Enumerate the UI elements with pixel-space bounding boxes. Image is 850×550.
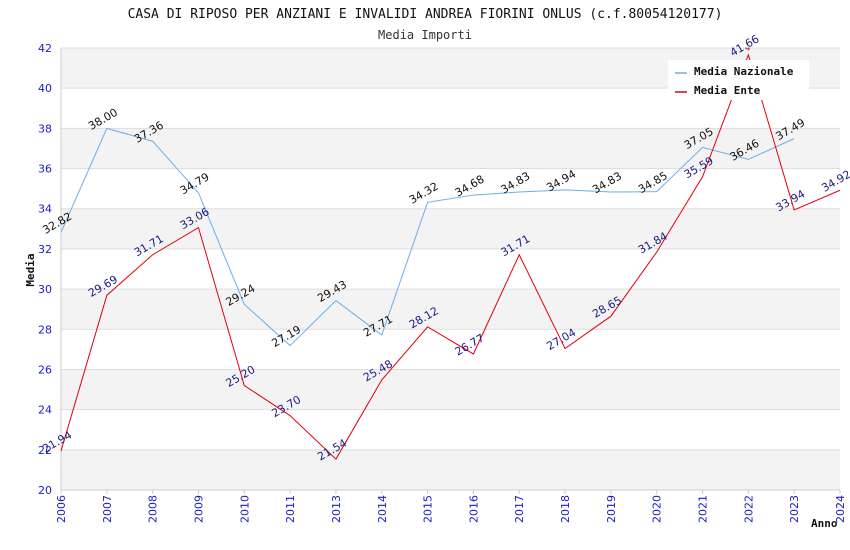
grid-band	[61, 128, 840, 169]
y-tick-label: 26	[38, 363, 52, 376]
y-tick-label: 34	[38, 203, 52, 216]
y-tick-label: 36	[38, 163, 52, 176]
x-tick-label: 2009	[192, 495, 205, 523]
x-tick-label: 2011	[284, 495, 297, 523]
x-tick-label: 2015	[422, 495, 435, 523]
x-tick-label: 2007	[101, 495, 114, 523]
grid-band	[61, 289, 840, 330]
peak-marker: *	[746, 46, 750, 55]
x-tick-labels: 2006 2007 2008 2009 2010 2011 2013 2014 2015 2016…	[55, 495, 847, 523]
legend-label-media-ente: Media Ente	[694, 84, 761, 97]
axes	[60, 48, 840, 491]
y-tick-label: 38	[38, 122, 52, 135]
grid-band	[61, 449, 840, 490]
chart-subtitle: Media Importi	[378, 28, 472, 42]
chart-title: CASA DI RIPOSO PER ANZIANI E INVALIDI AN…	[128, 7, 723, 22]
legend-label-media-nazionale: Media Nazionale	[694, 65, 794, 78]
y-tick-label: 40	[38, 82, 52, 95]
data-label-media-nazionale: 34.32	[407, 180, 441, 207]
data-label-media-ente: 27.04	[544, 326, 578, 353]
x-tick-label: 2014	[376, 495, 389, 523]
x-tick-label: 2010	[238, 495, 251, 523]
x-tick-label: 2022	[742, 495, 755, 523]
data-label-media-ente: 26.77	[453, 331, 487, 358]
series-line-media-ente	[60, 53, 841, 460]
data-label-media-nazionale: 34.79	[178, 170, 212, 197]
y-axis-title: Media	[24, 253, 37, 286]
grid-bands	[61, 48, 840, 490]
x-tick-label: 2017	[513, 495, 526, 523]
y-tick-label: 24	[38, 404, 52, 417]
grid-band	[61, 369, 840, 410]
series-line-media-nazionale	[60, 127, 795, 347]
x-tick-label: 2024	[834, 495, 847, 523]
x-tick-label: 2016	[467, 495, 480, 523]
y-tick-label: 20	[38, 484, 52, 497]
legend: Media Nazionale Media Ente	[668, 60, 809, 100]
grid-lines	[60, 47, 841, 494]
x-tick-label: 2006	[55, 495, 68, 523]
x-tick-label: 2018	[559, 495, 572, 523]
y-tick-label: 42	[38, 42, 52, 55]
series-lines: *	[60, 46, 841, 460]
legend-box	[668, 60, 809, 100]
y-tick-label: 28	[38, 323, 52, 336]
x-tick-label: 2013	[330, 495, 343, 523]
grid-band	[61, 208, 840, 249]
x-tick-label: 2019	[605, 495, 618, 523]
y-tick-labels: 20 22 24 26 28 30 32 34 36 38 40 42	[38, 42, 52, 497]
x-tick-label: 2023	[788, 495, 801, 523]
x-tick-label: 2021	[697, 495, 710, 523]
x-tick-label: 2008	[147, 495, 160, 523]
x-axis-title: Anno	[811, 517, 838, 530]
data-label-media-ente: 34.92	[819, 168, 850, 195]
y-tick-label: 22	[38, 444, 52, 457]
y-tick-label: 32	[38, 243, 52, 256]
y-tick-label: 30	[38, 283, 52, 296]
x-tick-label: 2020	[651, 495, 664, 523]
